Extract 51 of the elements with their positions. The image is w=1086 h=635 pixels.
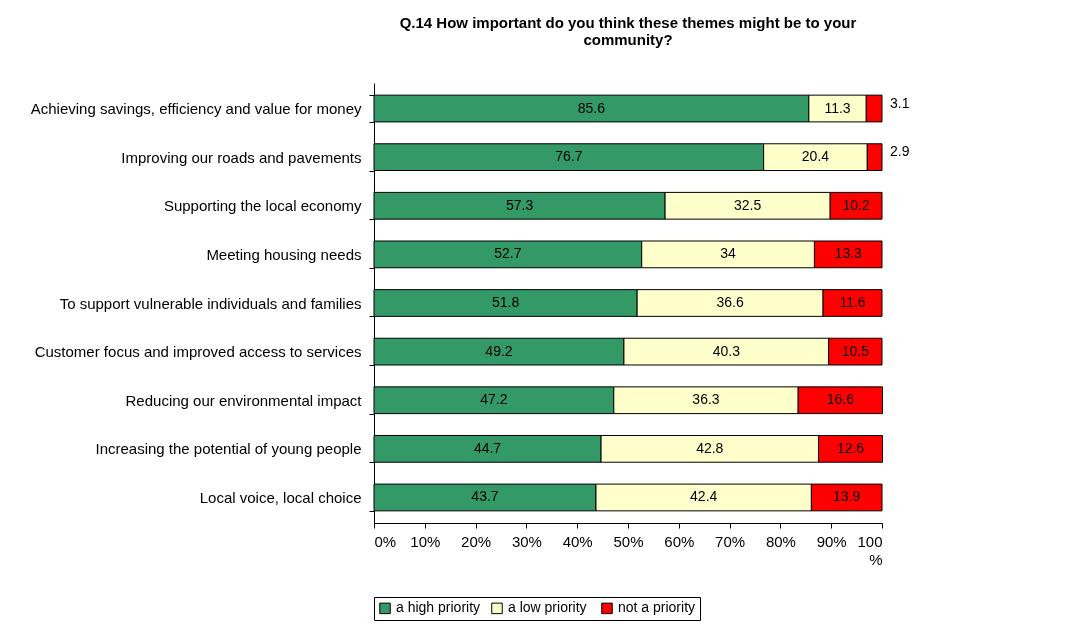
y-tick-label: Local voice, local choice [199, 488, 362, 506]
data-label: 20.4 [801, 148, 830, 165]
x-tick-label: 20% [461, 532, 492, 550]
data-label: 47.2 [480, 391, 508, 408]
x-tick-label: 50% [613, 532, 644, 550]
data-label: 3.1 [890, 94, 910, 111]
legend-label: not a priority [618, 599, 696, 616]
data-label: 34 [720, 245, 737, 262]
data-label: 43.7 [471, 488, 499, 505]
x-tick-label: 0% [374, 532, 397, 550]
y-tick-label: Increasing the potential of young people [95, 440, 362, 458]
data-label: 2.9 [890, 143, 910, 160]
x-tick-label: 40% [562, 532, 593, 550]
chart-title: Q.14 How important do you think these themes might be to your community? [399, 14, 857, 48]
x-tick-label: 60% [664, 532, 695, 550]
x-tick-label: 10% [410, 532, 441, 550]
data-label: 51.8 [491, 294, 520, 310]
y-tick-label: Reducing our environmental impact [125, 391, 363, 409]
data-label: 36.3 [692, 391, 720, 408]
x-tick-label: 100 % [857, 532, 883, 568]
data-label: 76.7 [555, 148, 583, 165]
x-tick-label: 30% [511, 532, 542, 550]
data-label: 49.2 [485, 342, 513, 359]
legend-label: a high priority [396, 599, 481, 616]
data-label: 40.3 [712, 342, 741, 359]
x-tick-label: 80% [765, 532, 796, 550]
y-tick-label: Supporting the local economy [163, 197, 362, 215]
y-tick-label: Meeting housing needs [206, 245, 362, 263]
data-label: 10.5 [841, 342, 870, 359]
data-label: 42.4 [690, 488, 718, 505]
data-label: 10.2 [842, 196, 870, 213]
y-tick-label: Improving our roads and pavements [121, 148, 362, 166]
data-label: 44.7 [473, 439, 502, 456]
y-tick-label: To support vulnerable individuals and families [59, 294, 362, 312]
data-label: 42.8 [696, 439, 724, 456]
data-label: 13.3 [834, 245, 863, 262]
data-label: 11.3 [824, 99, 851, 116]
data-label: 11.6 [839, 294, 866, 310]
data-label: 85.6 [577, 99, 606, 116]
data-label: 12.6 [836, 439, 865, 456]
y-tick-label: Customer focus and improved access to services [34, 343, 362, 361]
y-tick-label: Achieving savings, efficiency and value for money [30, 100, 362, 118]
x-tick-label: 90% [816, 532, 847, 550]
legend-label: a low priority [508, 599, 587, 616]
data-label: 57.3 [505, 196, 534, 213]
data-label: 16.6 [826, 391, 855, 408]
data-label: 36.6 [716, 294, 744, 310]
x-tick-label: 70% [715, 532, 746, 550]
data-label: 32.5 [734, 196, 762, 213]
data-label: 13.9 [833, 488, 861, 505]
data-label: 52.7 [494, 245, 522, 262]
